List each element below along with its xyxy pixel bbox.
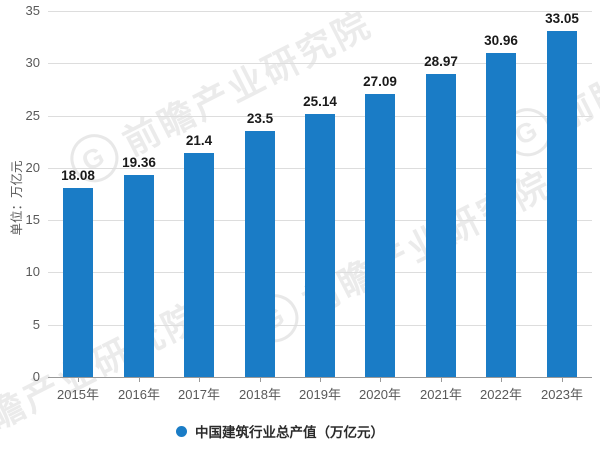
bar-value-label: 25.14 <box>303 94 337 109</box>
y-tick-label: 5 <box>32 317 40 332</box>
y-tick-label: 30 <box>25 55 40 70</box>
bar-value-label: 23.5 <box>246 111 274 126</box>
y-tick-label: 10 <box>25 264 40 279</box>
bar <box>245 131 275 377</box>
x-tick-label: 2018年 <box>239 387 281 402</box>
bar <box>305 114 335 377</box>
bar <box>124 175 154 377</box>
x-tick <box>562 378 563 382</box>
bar <box>547 31 577 377</box>
x-tick <box>441 378 442 382</box>
y-tick-label: 0 <box>32 369 40 384</box>
x-tick <box>380 378 381 382</box>
x-tick <box>139 378 140 382</box>
x-tick-label: 2023年 <box>541 387 583 402</box>
bar-value-label: 30.96 <box>484 33 518 48</box>
x-tick-label: 2016年 <box>118 387 160 402</box>
x-tick <box>320 378 321 382</box>
bar <box>365 94 395 377</box>
x-tick-label: 2022年 <box>480 387 522 402</box>
bar <box>426 74 456 377</box>
legend-marker-icon <box>176 425 187 437</box>
x-tick-label: 2020年 <box>359 387 401 402</box>
x-axis-line <box>48 377 592 378</box>
bar <box>184 153 214 377</box>
x-tick-label: 2015年 <box>57 387 99 402</box>
x-tick <box>78 378 79 382</box>
y-axis-unit-label: 单位：万亿元 <box>10 160 24 236</box>
gridline <box>48 63 592 64</box>
bar <box>486 53 516 377</box>
x-tick-label: 2017年 <box>178 387 220 402</box>
y-tick-label: 20 <box>25 160 40 175</box>
bar-value-label: 21.4 <box>185 133 213 148</box>
y-tick-label: 35 <box>25 3 40 18</box>
x-tick <box>260 378 261 382</box>
x-tick <box>199 378 200 382</box>
y-tick-label: 25 <box>25 108 40 123</box>
bar <box>63 188 93 377</box>
bar-value-label: 18.08 <box>61 168 95 183</box>
bar-value-label: 27.09 <box>363 74 397 89</box>
bar-value-label: 19.36 <box>122 155 156 170</box>
bar-value-label: 33.05 <box>545 11 579 26</box>
legend-label: 中国建筑行业总产值（万亿元） <box>195 425 384 440</box>
x-tick-label: 2019年 <box>299 387 341 402</box>
gridline <box>48 11 592 12</box>
x-tick <box>501 378 502 382</box>
legend: 中国建筑行业总产值（万亿元） <box>176 421 384 441</box>
y-tick-label: 15 <box>25 212 40 227</box>
bar-value-label: 28.97 <box>424 54 458 69</box>
x-tick-label: 2021年 <box>420 387 462 402</box>
